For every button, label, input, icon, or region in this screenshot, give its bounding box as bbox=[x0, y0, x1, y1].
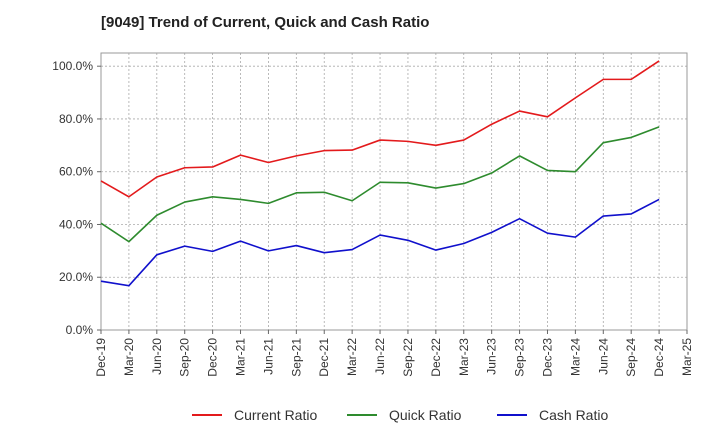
quick-ratio-line bbox=[100, 126, 660, 243]
y-tick-label: 0.0% bbox=[66, 323, 94, 337]
x-tick-label: Dec-24 bbox=[652, 338, 666, 377]
plot-area-frame bbox=[100, 52, 688, 331]
x-tick-label: Jun-23 bbox=[485, 338, 499, 375]
x-tick-label: Dec-20 bbox=[206, 338, 220, 377]
x-tick-label: Jun-24 bbox=[596, 338, 610, 375]
x-tick-label: Dec-19 bbox=[94, 338, 108, 377]
legend-label-current-ratio: Current Ratio bbox=[234, 407, 317, 423]
chart-title: [9049] Trend of Current, Quick and Cash … bbox=[101, 14, 430, 31]
y-tick-label: 60.0% bbox=[59, 165, 93, 179]
y-tick-label: 20.0% bbox=[59, 270, 93, 284]
x-tick-label: Dec-22 bbox=[429, 338, 443, 377]
current-ratio-line bbox=[100, 60, 660, 198]
x-tick-label: Sep-21 bbox=[289, 338, 303, 377]
x-tick-label: Mar-25 bbox=[680, 338, 694, 376]
x-tick-label: Dec-21 bbox=[317, 338, 331, 377]
x-tick-label: Mar-24 bbox=[568, 338, 582, 376]
legend-label-quick-ratio: Quick Ratio bbox=[389, 407, 462, 423]
x-tick-label: Jun-21 bbox=[261, 338, 275, 375]
x-tick-label: Jun-22 bbox=[373, 338, 387, 375]
x-tick-label: Mar-23 bbox=[457, 338, 471, 376]
legend-label-cash-ratio: Cash Ratio bbox=[539, 407, 608, 423]
x-tick-label: Mar-22 bbox=[345, 338, 359, 376]
x-tick-label: Dec-23 bbox=[540, 338, 554, 377]
x-tick-label: Jun-20 bbox=[150, 338, 164, 375]
y-tick-label: 80.0% bbox=[59, 112, 93, 126]
x-tick-label: Sep-20 bbox=[178, 338, 192, 377]
y-tick-label: 40.0% bbox=[59, 217, 93, 231]
x-tick-label: Sep-23 bbox=[513, 338, 527, 377]
y-tick-label: 100.0% bbox=[52, 59, 93, 73]
x-tick-label: Mar-20 bbox=[122, 338, 136, 376]
cash-ratio-line bbox=[100, 198, 660, 287]
x-tick-label: Sep-24 bbox=[624, 338, 638, 377]
x-tick-label: Sep-22 bbox=[401, 338, 415, 377]
x-tick-label: Mar-21 bbox=[234, 338, 248, 376]
